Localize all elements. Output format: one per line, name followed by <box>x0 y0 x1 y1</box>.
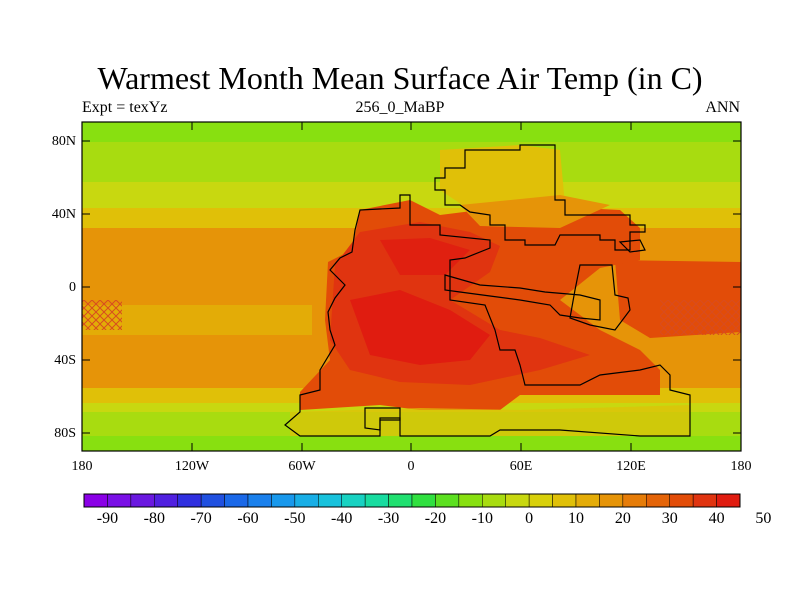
colorbar-swatch <box>646 493 670 508</box>
colorbar-label: -20 <box>424 510 447 527</box>
colorbar-swatch <box>388 493 413 508</box>
colorbar-swatch <box>318 493 342 508</box>
colorbar-swatch <box>575 493 600 508</box>
colorbar-label: 10 <box>568 510 584 527</box>
colorbar-swatch <box>294 493 319 508</box>
x-tick-label: 120E <box>616 459 646 474</box>
colorbar-label: -50 <box>284 510 306 527</box>
map-title: Warmest Month Mean Surface Air Temp (in … <box>97 60 703 96</box>
x-tick-label: 180 <box>71 459 93 474</box>
colorbar-label: 0 <box>525 510 534 527</box>
colorbar-swatch <box>482 493 506 508</box>
x-tick-label: 60E <box>509 459 533 474</box>
colorbar-swatch <box>622 493 647 508</box>
colorbar-swatch <box>669 493 694 508</box>
colorbar-label: -40 <box>331 510 353 527</box>
colorbar-swatch <box>154 493 178 508</box>
colorbar-label: 20 <box>614 510 631 527</box>
colorbar-swatch <box>177 493 202 508</box>
colorbar-label: 50 <box>755 510 772 527</box>
colorbar-swatch <box>271 493 296 508</box>
colorbar-swatch <box>599 493 624 508</box>
colorbar-swatch <box>716 493 741 508</box>
colorbar-frame <box>83 493 741 508</box>
y-tick-label: 80N <box>51 134 76 149</box>
x-tick-label: 0 <box>407 459 415 474</box>
colorbar-label: -80 <box>143 510 165 527</box>
colorbar-swatch <box>224 493 249 508</box>
y-tick-label: 40N <box>51 207 76 222</box>
experiment-label: Expt = texYz <box>82 99 168 116</box>
y-tick-label: 80S <box>54 426 76 441</box>
colorbar-swatch <box>107 493 132 508</box>
colorbar-label: -90 <box>96 510 119 527</box>
colorbar-label: -70 <box>190 510 212 527</box>
colorbar-swatch <box>130 493 155 508</box>
colorbar-label: 30 <box>661 510 678 527</box>
continent-outline <box>284 144 691 437</box>
x-tick-label: 120W <box>174 459 210 474</box>
colorbar-label: -10 <box>471 510 493 527</box>
colorbar-swatch <box>505 493 530 508</box>
colorbar-label: -30 <box>377 510 400 527</box>
colorbar <box>83 493 741 508</box>
season-label: ANN <box>705 99 740 116</box>
temperature-field <box>82 122 741 451</box>
colorbar-label: -60 <box>237 510 259 527</box>
colorbar-swatch <box>458 493 483 508</box>
colorbar-swatch <box>200 493 225 508</box>
y-tick-label: 0 <box>69 280 76 295</box>
colorbar-swatch <box>341 493 366 508</box>
x-tick-label: 180 <box>730 459 752 474</box>
colorbar-swatch <box>364 493 389 508</box>
colorbar-swatch <box>247 493 272 508</box>
colorbar-swatch <box>692 493 717 508</box>
axis-ticks <box>82 122 741 451</box>
colorbar-swatch <box>552 493 577 508</box>
time-label: 256_0_MaBP <box>355 99 445 116</box>
colorbar-swatch <box>83 493 108 508</box>
x-tick-label: 60W <box>288 459 316 474</box>
colorbar-swatch <box>411 493 436 508</box>
colorbar-swatch <box>528 493 553 508</box>
y-tick-label: 40S <box>54 353 76 368</box>
colorbar-swatch <box>435 493 460 508</box>
colorbar-label: 40 <box>708 510 725 527</box>
